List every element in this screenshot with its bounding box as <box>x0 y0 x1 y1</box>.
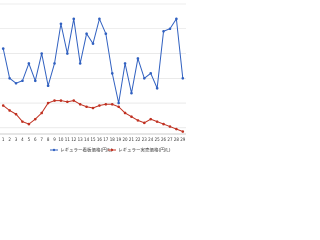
data-point <box>181 76 185 80</box>
data-point <box>175 17 178 21</box>
x-tick-label: 28 <box>174 137 180 142</box>
data-point <box>85 32 88 36</box>
data-point <box>110 102 114 106</box>
chart: 1 2 3 4 5 6 7 8 9 10 11 12 13 14 15 16 17 18 19 20 21 22 23 24 2… <box>0 3 186 154</box>
data-point <box>66 100 69 104</box>
data-point <box>162 122 165 126</box>
x-tick-label: 18 <box>110 137 116 142</box>
data-point <box>59 22 63 26</box>
data-point <box>21 79 24 83</box>
data-point <box>181 130 185 133</box>
x-tick-label: 7 <box>40 137 43 142</box>
series-line <box>2 100 183 132</box>
data-point <box>136 57 140 60</box>
x-tick-label: 21 <box>129 137 135 142</box>
data-point <box>27 62 31 65</box>
x-tick-label: 12 <box>71 137 77 142</box>
x-tick-label: 23 <box>142 137 148 142</box>
data-point <box>136 119 140 122</box>
data-point <box>155 120 159 123</box>
x-tick-label: 24 <box>148 137 154 142</box>
data-point <box>14 112 18 116</box>
data-point <box>168 125 172 128</box>
x-tick-label: 5 <box>28 137 31 142</box>
x-tick-label: 17 <box>103 137 109 142</box>
data-point <box>149 117 153 121</box>
data-point <box>1 47 5 50</box>
x-tick-label: 19 <box>116 137 122 142</box>
x-tick-label: 2 <box>8 137 11 142</box>
data-point <box>53 99 56 102</box>
data-point <box>91 42 95 45</box>
data-point <box>46 84 50 88</box>
data-point <box>40 111 43 115</box>
data-point <box>66 52 69 55</box>
data-point <box>104 32 108 36</box>
legend-marker <box>52 148 56 152</box>
x-tick-label: 9 <box>53 137 56 142</box>
data-point <box>130 91 133 95</box>
data-point <box>162 29 165 33</box>
data-point <box>46 101 50 105</box>
data-point <box>53 62 56 65</box>
data-point <box>149 72 153 75</box>
data-point <box>117 105 120 109</box>
x-tick-label: 13 <box>78 137 84 142</box>
legend-label: レギュラー実売価格(円/L) <box>118 147 171 154</box>
data-point <box>59 99 63 102</box>
data-point <box>117 101 120 105</box>
data-point <box>175 127 178 131</box>
data-point <box>78 62 82 65</box>
data-point <box>21 120 24 123</box>
x-tick-label: 20 <box>123 137 129 142</box>
data-point <box>123 62 127 65</box>
x-tick-label: 15 <box>90 137 96 142</box>
data-point <box>130 115 133 118</box>
x-tick-label: 14 <box>84 137 90 142</box>
x-tick-label: 11 <box>65 137 71 142</box>
data-point <box>98 104 101 107</box>
legend-label: レギュラー看板価格(円/L) <box>60 147 113 154</box>
data-point <box>91 106 95 110</box>
x-tick-label: 27 <box>167 137 173 142</box>
x-tick-label: 25 <box>155 137 161 142</box>
data-point <box>85 105 88 109</box>
data-point <box>143 121 146 125</box>
data-point <box>8 76 11 80</box>
x-tick-label: 16 <box>97 137 103 142</box>
x-tick-label: 4 <box>21 137 24 142</box>
data-point <box>72 17 76 21</box>
data-point <box>33 79 37 83</box>
x-tick-label: 29 <box>180 137 186 142</box>
data-point <box>78 102 82 106</box>
data-point <box>33 117 37 121</box>
data-point <box>123 111 127 115</box>
data-point <box>40 52 43 55</box>
legend-marker <box>110 148 114 152</box>
data-point <box>155 86 159 90</box>
data-point <box>98 17 101 21</box>
data-point <box>27 122 31 126</box>
data-point <box>8 109 11 112</box>
data-point <box>72 99 76 102</box>
x-tick-label: 26 <box>161 137 167 142</box>
series-line <box>2 17 184 104</box>
data-point <box>14 81 18 85</box>
x-tick-label: 6 <box>34 137 37 142</box>
data-point <box>110 72 114 75</box>
data-point <box>104 102 108 106</box>
data-point <box>143 76 146 80</box>
data-point <box>168 27 172 31</box>
x-tick-label: 22 <box>135 137 141 142</box>
x-tick-label: 3 <box>15 137 18 142</box>
x-tick-label: 10 <box>58 137 64 142</box>
data-point <box>1 104 5 107</box>
x-tick-label: 8 <box>47 137 50 142</box>
x-tick-label: 1 <box>2 137 5 142</box>
